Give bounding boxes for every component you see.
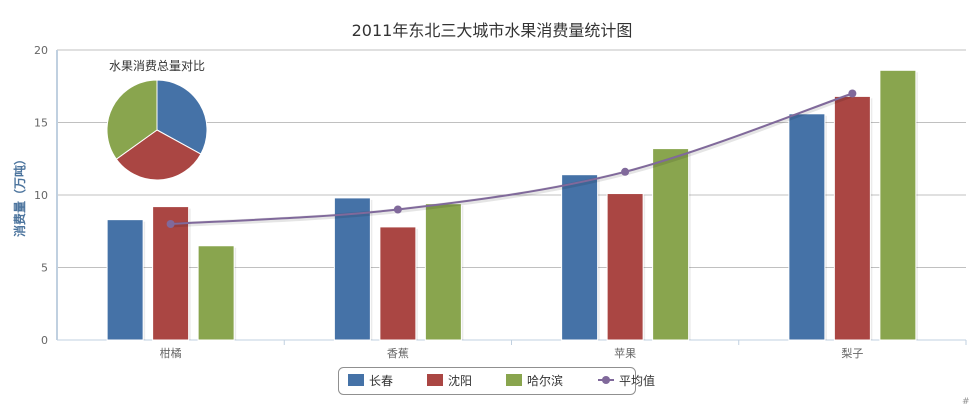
- legend-label: 长春: [369, 374, 393, 388]
- legend-label: 平均值: [619, 373, 655, 388]
- bar-哈尔滨-苹果[interactable]: [652, 148, 690, 341]
- x-tick-label: 苹果: [614, 346, 636, 360]
- average-point-香蕉[interactable]: [393, 205, 402, 214]
- bar-长春-柑橘[interactable]: [106, 219, 144, 341]
- pie-slice-哈尔滨[interactable]: [106, 79, 158, 160]
- pie-slice-沈阳[interactable]: [115, 129, 202, 181]
- average-point-柑橘[interactable]: [166, 220, 175, 228]
- legend-box: [338, 367, 636, 395]
- pie-title: 水果消费总量对比: [109, 59, 205, 73]
- bar-长春-梨子[interactable]: [788, 113, 826, 341]
- legend-symbol: [348, 374, 364, 386]
- y-tick-label: 0: [41, 334, 48, 347]
- legend-item-长春[interactable]: 长春: [348, 374, 393, 388]
- average-point-苹果[interactable]: [621, 167, 630, 176]
- y-tick-label: 5: [41, 262, 48, 275]
- bar-沈阳-香蕉[interactable]: [379, 226, 417, 341]
- bar-沈阳-梨子[interactable]: [833, 95, 871, 341]
- legend-label: 哈尔滨: [527, 373, 563, 388]
- x-tick-label: 梨子: [841, 346, 863, 360]
- y-axis-label: 消费量（万吨）: [12, 153, 27, 237]
- bar-沈阳-柑橘[interactable]: [152, 206, 190, 341]
- x-tick-label: 香蕉: [387, 347, 409, 360]
- legend-symbol: [427, 374, 443, 386]
- legend-item-平均值[interactable]: 平均值: [598, 373, 655, 388]
- bar-长春-香蕉[interactable]: [333, 197, 371, 341]
- average-point-梨子[interactable]: [848, 89, 857, 98]
- bar-哈尔滨-梨子[interactable]: [879, 69, 917, 341]
- y-tick-label: 15: [34, 117, 48, 130]
- credits: #: [962, 397, 970, 407]
- pie-slice-长春[interactable]: [156, 79, 208, 155]
- line-shadow: [171, 92, 855, 228]
- bar-哈尔滨-柑橘[interactable]: [197, 245, 235, 341]
- legend-item-沈阳[interactable]: 沈阳: [427, 373, 472, 388]
- legend-label: 沈阳: [448, 373, 472, 388]
- x-tick-label: 柑橘: [160, 346, 182, 360]
- legend-marker: [602, 376, 610, 384]
- y-tick-label: 10: [34, 189, 48, 202]
- legend-symbol: [506, 374, 522, 386]
- y-tick-label: 20: [34, 44, 48, 57]
- bar-沈阳-苹果[interactable]: [606, 193, 644, 341]
- legend-item-哈尔滨[interactable]: 哈尔滨: [506, 373, 563, 388]
- bar-哈尔滨-香蕉[interactable]: [424, 203, 462, 341]
- bar-长春-苹果[interactable]: [561, 174, 599, 341]
- average-line: [170, 92, 853, 225]
- chart-title: 2011年东北三大城市水果消费量统计图: [352, 21, 633, 40]
